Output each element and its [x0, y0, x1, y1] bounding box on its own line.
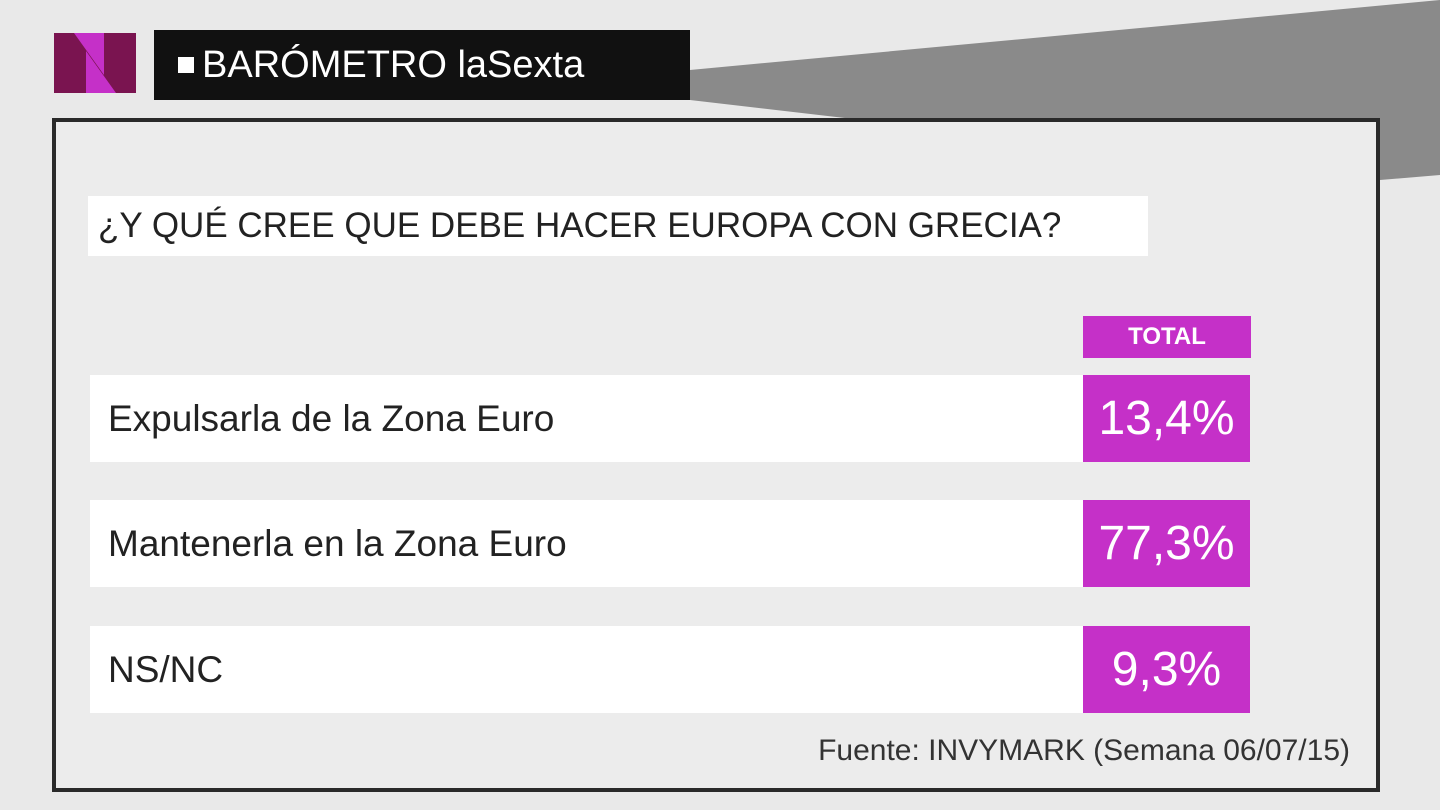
row-label: Mantenerla en la Zona Euro	[90, 500, 1083, 587]
question: ¿Y QUÉ CREE QUE DEBE HACER EUROPA CON GR…	[88, 196, 1148, 256]
icon	[178, 57, 194, 73]
logo	[54, 33, 136, 93]
row-value: 9,3%	[1083, 626, 1250, 713]
header-title: BARÓMETRO laSexta	[202, 43, 585, 86]
header: BARÓMETRO laSexta	[154, 30, 690, 100]
row-value: 77,3%	[1083, 500, 1250, 587]
source: Fuente: INVYMARK (Semana 06/07/15)	[818, 734, 1350, 767]
row-value: 13,4%	[1083, 375, 1250, 462]
column-header: TOTAL	[1083, 316, 1251, 358]
row-label: Expulsarla de la Zona Euro	[90, 375, 1083, 462]
row-label: NS/NC	[90, 626, 1083, 713]
